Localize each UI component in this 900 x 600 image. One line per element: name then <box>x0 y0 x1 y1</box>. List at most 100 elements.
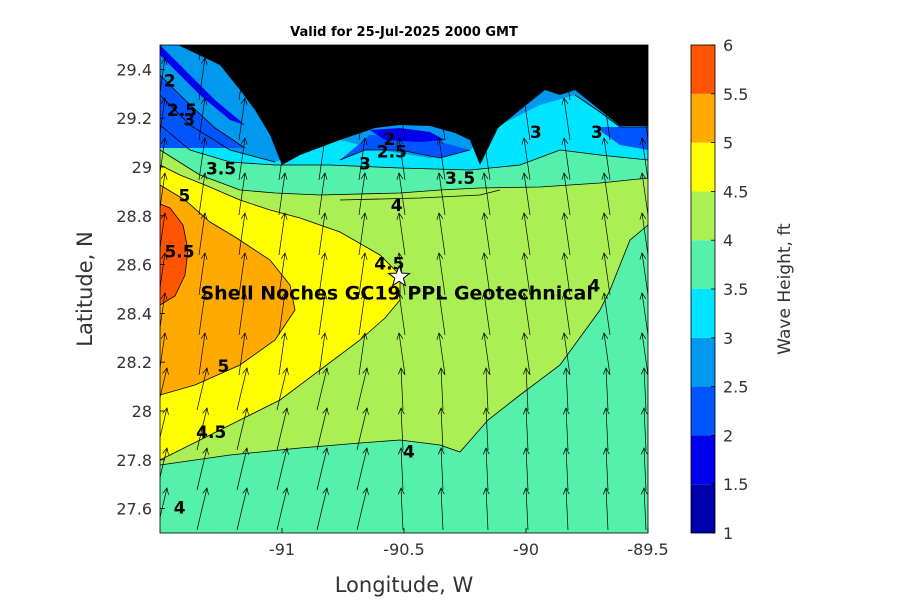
band-3.5-4 <box>160 225 648 533</box>
wave-arrowhead <box>320 97 328 105</box>
wave-arrowhead <box>396 172 404 180</box>
wave-arrowhead <box>562 367 570 375</box>
wave-arrowhead <box>601 252 609 260</box>
wave-arrow <box>358 137 366 181</box>
wave-arrowhead <box>242 367 249 375</box>
colorbar-tick-label: 2.5 <box>723 378 748 397</box>
y-tick-label: 29.2 <box>116 109 152 128</box>
wave-arrowhead <box>561 292 569 300</box>
wave-arrowhead <box>397 367 405 375</box>
wave-arrow <box>523 57 531 101</box>
contour-label: 5.5 <box>164 242 194 262</box>
wave-arrowhead <box>522 407 530 415</box>
wave-arrowhead <box>639 252 647 260</box>
wave-arrowhead <box>362 367 369 375</box>
wave-arrow <box>318 137 326 181</box>
wave-arrowhead <box>436 57 444 65</box>
contour-label: 5 <box>178 186 190 206</box>
wave-arrow <box>605 367 609 411</box>
wave-arrow <box>438 292 446 336</box>
wave-arrow <box>567 45 571 61</box>
wave-arrow <box>358 45 362 61</box>
wave-arrowhead <box>640 407 648 415</box>
colorbar-swatch <box>691 386 715 436</box>
wave-arrowhead <box>521 212 529 220</box>
wave-arrow <box>196 367 208 411</box>
y-tick-label: 28.8 <box>116 207 152 226</box>
contour-label: 4.5 <box>374 255 404 275</box>
wave-arrowhead <box>242 447 249 455</box>
wave-arrowhead <box>322 367 329 375</box>
wave-arrowhead <box>396 332 404 340</box>
wave-arrowhead <box>320 332 328 340</box>
wave-arrowhead <box>160 332 168 340</box>
wave-arrowhead <box>437 447 445 455</box>
wave-arrowhead <box>162 367 169 375</box>
wave-arrowhead <box>281 18 287 25</box>
contour-label: 4 <box>403 442 415 462</box>
wave-arrow <box>563 252 571 296</box>
wave-arrow <box>565 447 569 491</box>
wave-direction-arrows <box>160 18 648 531</box>
wave-arrow <box>483 57 491 101</box>
wave-arrow <box>198 57 206 101</box>
contour-2.5-west <box>160 94 276 163</box>
wave-arrowhead <box>640 367 648 375</box>
y-tick-label: 28 <box>132 402 152 421</box>
colorbar-swatch <box>691 142 715 192</box>
wave-arrowhead <box>200 57 208 65</box>
colorbar-swatch <box>691 289 715 338</box>
wave-arrow <box>160 332 166 371</box>
band-5.5-6 <box>160 204 188 305</box>
wave-arrow <box>643 487 647 531</box>
wave-arrowhead <box>437 367 445 375</box>
wave-arrow <box>160 97 166 136</box>
wave-arrowhead <box>561 57 569 65</box>
band-2-2.5-west <box>160 75 245 148</box>
y-tick-label: 28.4 <box>116 304 152 323</box>
wave-arrow <box>278 97 286 141</box>
wave-arrow <box>278 252 286 296</box>
wave-arrowhead <box>321 18 327 25</box>
wave-arrow <box>196 407 208 451</box>
wave-arrow <box>198 45 202 61</box>
wave-arrowhead <box>360 137 368 145</box>
wave-arrowhead <box>481 57 489 65</box>
wave-arrow <box>160 57 166 96</box>
contour-label: 3 <box>591 123 603 143</box>
y-axis-label: Latitude, N <box>73 231 97 347</box>
x-tick-label: -89.5 <box>627 540 668 559</box>
wave-arrowhead <box>162 487 169 495</box>
wave-arrow <box>603 172 611 216</box>
wave-arrow <box>238 137 246 181</box>
wave-arrow <box>523 292 531 336</box>
wave-arrow <box>198 332 206 376</box>
wave-arrowhead <box>482 367 490 375</box>
wave-arrowhead <box>482 18 488 25</box>
wave-arrow <box>356 367 368 411</box>
wave-arrow <box>278 45 282 61</box>
wave-arrowhead <box>361 18 367 25</box>
wave-arrow <box>196 447 208 491</box>
wave-arrowhead <box>481 332 489 340</box>
wave-arrowhead <box>282 447 289 455</box>
wave-arrowhead <box>397 407 405 415</box>
colorbar-tick-label: 4 <box>723 231 733 250</box>
wave-arrow <box>563 137 571 181</box>
contour-5 <box>160 184 296 396</box>
wave-arrowhead <box>562 487 570 495</box>
wave-arrowhead <box>362 447 369 455</box>
wave-arrowhead <box>562 447 570 455</box>
wave-arrow <box>198 172 206 216</box>
wave-arrow <box>438 252 446 296</box>
wave-arrowhead <box>640 18 646 25</box>
wave-arrow <box>276 367 288 411</box>
wave-arrowhead <box>240 137 248 145</box>
wave-arrowhead <box>397 487 405 495</box>
wave-arrow <box>603 292 611 336</box>
wave-arrowhead <box>601 137 609 145</box>
wave-arrow <box>641 332 648 376</box>
wave-arrow <box>238 292 246 336</box>
wave-arrow <box>400 407 404 451</box>
wave-arrow <box>603 252 611 296</box>
